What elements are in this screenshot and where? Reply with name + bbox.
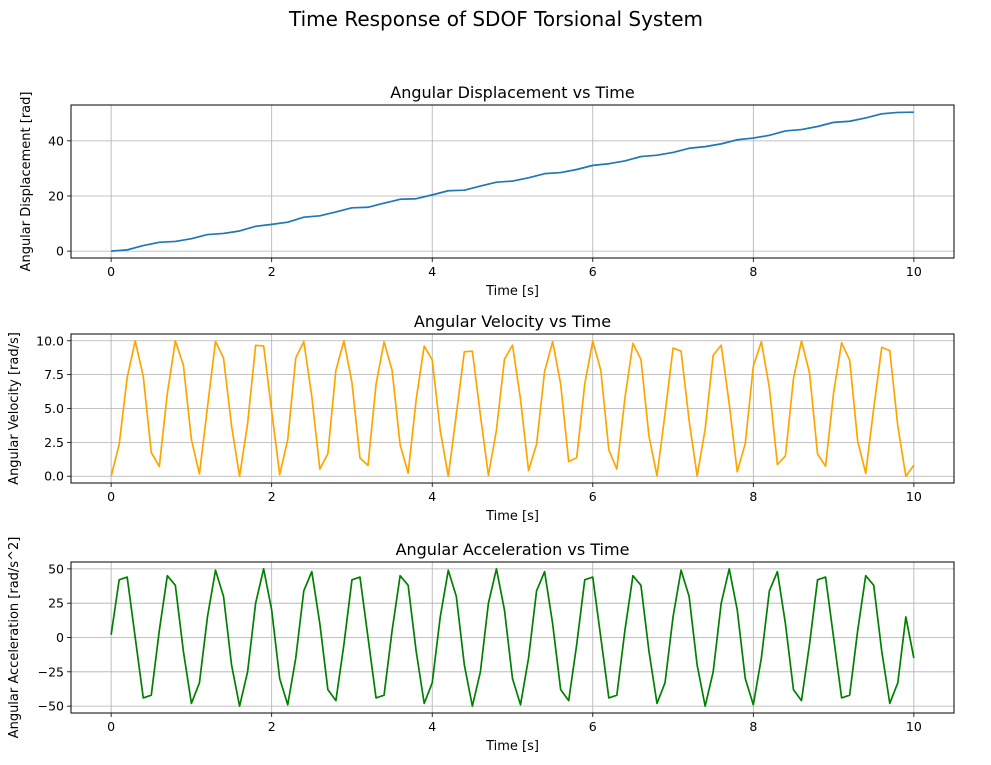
x-tick-label: 8 <box>749 489 757 504</box>
subplot-1: 0 2 4 6 8 10 0 20 40 Angular Displacement vs Time… <box>19 83 955 299</box>
figure-title: Time Response of SDOF Torsional System <box>288 7 703 31</box>
x-tick-label: 10 <box>906 719 922 734</box>
x-tick-label: 6 <box>589 719 597 734</box>
y-tick-label: −50 <box>38 699 64 714</box>
series-line <box>110 568 915 707</box>
y-tick-label: 0 <box>56 630 64 645</box>
y-tick-label: −25 <box>38 664 64 679</box>
x-axis-label: Time [s] <box>485 509 539 524</box>
subplot-3: 0 2 4 6 8 10 −50 −25 0 25 50 Angular Acceleration v… <box>7 537 955 754</box>
y-axis-label: Angular Velocity [rad/s] <box>7 332 22 485</box>
x-tick-label: 0 <box>107 489 115 504</box>
y-tick-label: 10.0 <box>36 333 64 348</box>
x-axis-label: Time [s] <box>485 284 539 299</box>
x-tick-label: 8 <box>749 719 757 734</box>
series-line <box>111 111 914 252</box>
series-line <box>110 340 915 478</box>
subplot-2: 0 2 4 6 8 10 0.0 2.5 5.0 7.5 10.0 Angular Velocity … <box>7 312 955 524</box>
y-tick-label: 2.5 <box>44 435 64 450</box>
y-tick-label: 40 <box>48 133 64 148</box>
y-tick-label: 0 <box>56 244 64 259</box>
y-tick-label: 20 <box>48 188 64 203</box>
y-tick-label: 0.0 <box>44 469 64 484</box>
x-tick-label: 4 <box>428 264 436 279</box>
subplot-title: Angular Displacement vs Time <box>390 83 634 102</box>
y-tick-label: 50 <box>48 561 64 576</box>
subplot-title: Angular Acceleration vs Time <box>396 540 630 559</box>
x-axis-label: Time [s] <box>485 739 539 754</box>
y-axis-label: Angular Displacement [rad] <box>19 92 34 272</box>
x-tick-label: 10 <box>906 264 922 279</box>
x-tick-label: 10 <box>906 489 922 504</box>
x-tick-label: 2 <box>268 719 276 734</box>
y-tick-label: 7.5 <box>44 367 64 382</box>
x-tick-label: 8 <box>749 264 757 279</box>
y-tick-label: 5.0 <box>44 401 64 416</box>
x-tick-label: 6 <box>589 489 597 504</box>
x-tick-label: 0 <box>107 264 115 279</box>
x-tick-label: 0 <box>107 719 115 734</box>
axes-frame <box>70 104 955 259</box>
x-tick-label: 6 <box>589 264 597 279</box>
x-tick-label: 4 <box>428 719 436 734</box>
x-tick-label: 2 <box>268 489 276 504</box>
subplot-title: Angular Velocity vs Time <box>414 312 611 331</box>
y-tick-label: 25 <box>48 596 64 611</box>
y-axis-label: Angular Acceleration [rad/s^2] <box>7 537 22 739</box>
x-tick-label: 4 <box>428 489 436 504</box>
x-tick-label: 2 <box>268 264 276 279</box>
